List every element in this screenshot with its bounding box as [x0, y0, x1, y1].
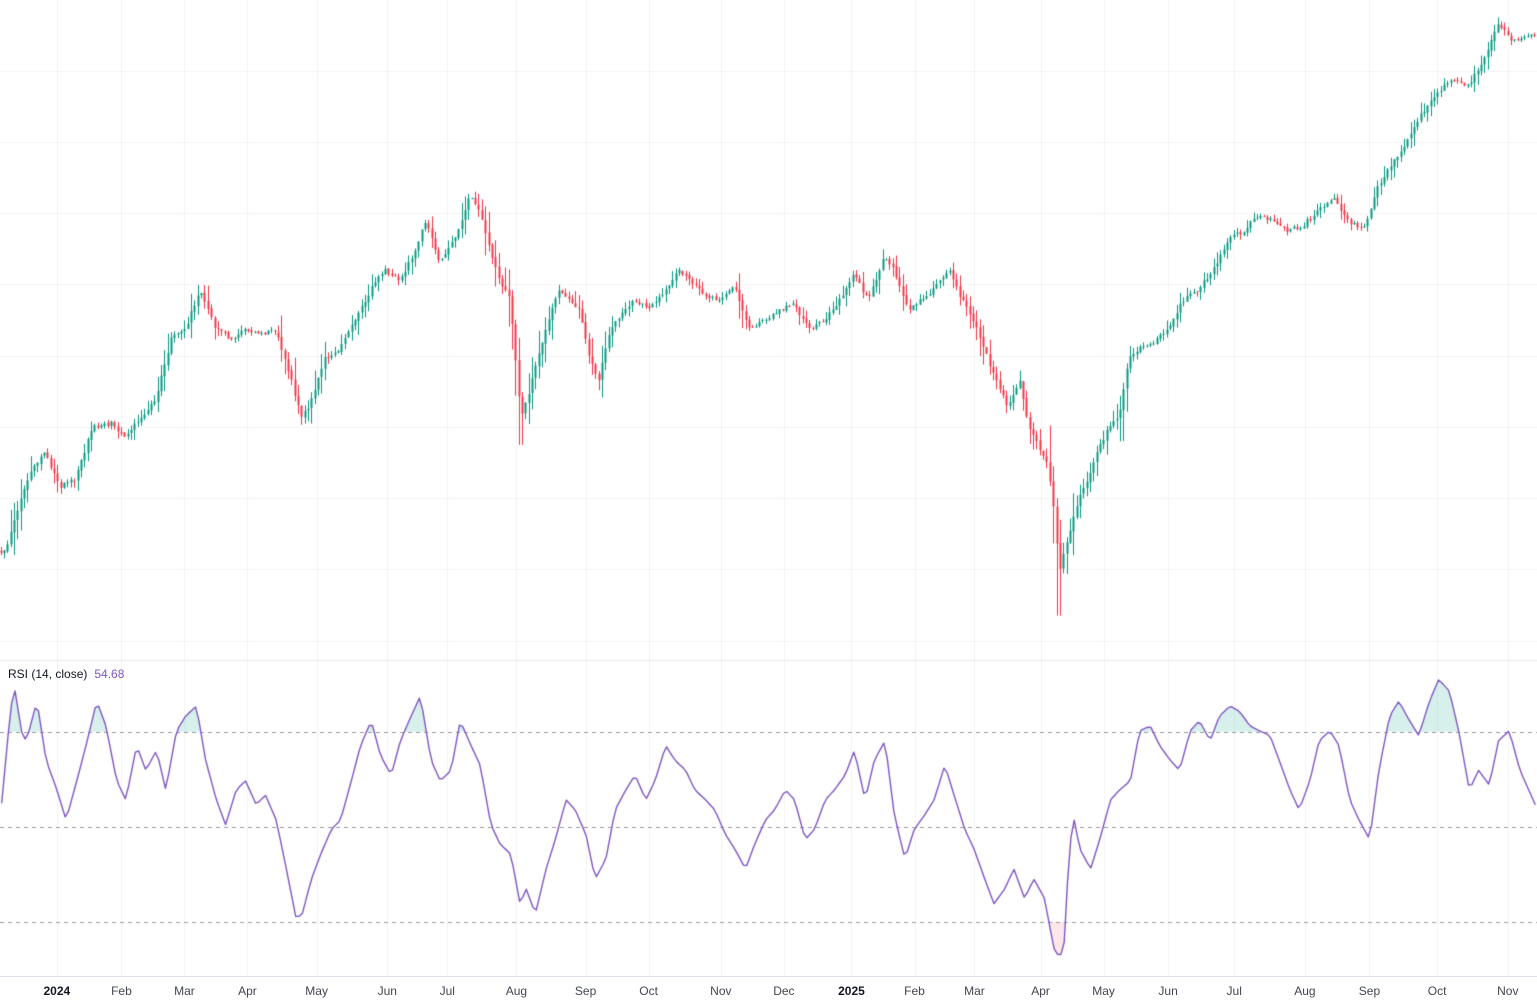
time-axis-month-label: Mar	[964, 984, 985, 998]
rsi-indicator-legend[interactable]: RSI (14, close) 54.68	[8, 667, 124, 681]
time-axis-month-label: Jun	[377, 984, 397, 998]
time-axis-month-label: Mar	[174, 984, 195, 998]
time-axis-year-label: 2025	[838, 984, 865, 998]
time-axis-month-label: Dec	[773, 984, 795, 998]
time-axis-month-label: Nov	[710, 984, 732, 998]
rsi-indicator-title: RSI (14, close)	[8, 667, 88, 681]
time-axis-month-label: Jul	[439, 984, 455, 998]
time-axis-month-label: Oct	[639, 984, 658, 998]
time-axis-month-label: May	[305, 984, 328, 998]
time-axis-year-label: 2024	[43, 984, 71, 998]
time-axis-month-label: Apr	[238, 984, 257, 998]
time-axis[interactable]: 2024 Feb Mar Apr May Jun Jul Aug Sep Oct Nov Dec 202…	[0, 976, 1537, 1005]
time-axis-month-label: Jul	[1226, 984, 1242, 998]
time-axis-month-label: Aug	[1294, 984, 1316, 998]
time-axis-month-label: Sep	[1358, 984, 1381, 998]
time-axis-month-label: Jun	[1158, 984, 1178, 998]
time-axis-month-label: Feb	[111, 984, 132, 998]
time-axis-month-label: Apr	[1031, 984, 1050, 998]
time-axis-month-label: Nov	[1497, 984, 1519, 998]
time-axis-month-label: May	[1092, 984, 1115, 998]
rsi-indicator-value: 54.68	[94, 667, 125, 681]
time-axis-month-label: Sep	[574, 984, 597, 998]
time-axis-month-label: Aug	[505, 984, 528, 998]
time-axis-month-label: Feb	[904, 984, 925, 998]
time-axis-month-label: Oct	[1427, 984, 1447, 998]
